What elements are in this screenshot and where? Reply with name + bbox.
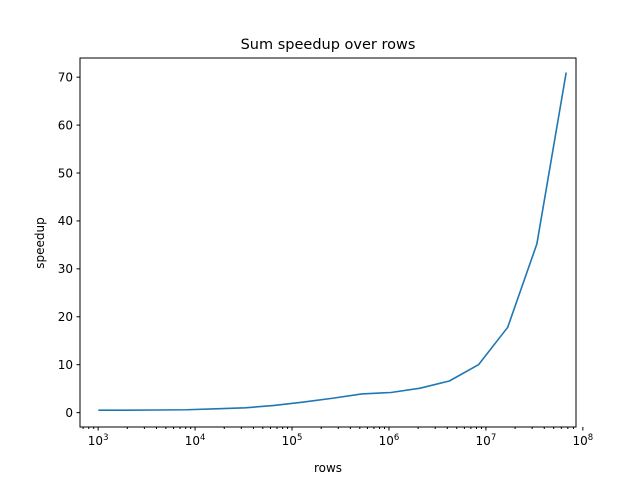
x-axis-label: rows [314,461,342,475]
y-tick-label: 20 [58,310,73,324]
y-tick-label: 40 [58,214,73,228]
y-tick-label: 30 [58,262,73,276]
y-tick-label: 70 [58,70,73,84]
y-tick-label: 60 [58,118,73,132]
y-tick-label: 10 [58,358,73,372]
y-axis-label: speedup [33,217,47,268]
y-tick-label: 50 [58,166,73,180]
x-tick-label: 108 [572,433,593,448]
x-tick-label: 106 [379,433,400,448]
chart-title: Sum speedup over rows [241,37,416,53]
series-line-0 [98,72,567,412]
y-tick-label: 0 [65,406,73,420]
x-tick-label: 103 [88,433,109,448]
x-tick-label: 105 [282,433,303,448]
plot-frame [79,57,577,428]
x-tick-label: 107 [476,433,497,448]
x-tick-label: 104 [185,433,206,448]
plot-area: 103 104 105 106 107 108 0 10 20 30 40 50 60 70 [58,57,593,448]
